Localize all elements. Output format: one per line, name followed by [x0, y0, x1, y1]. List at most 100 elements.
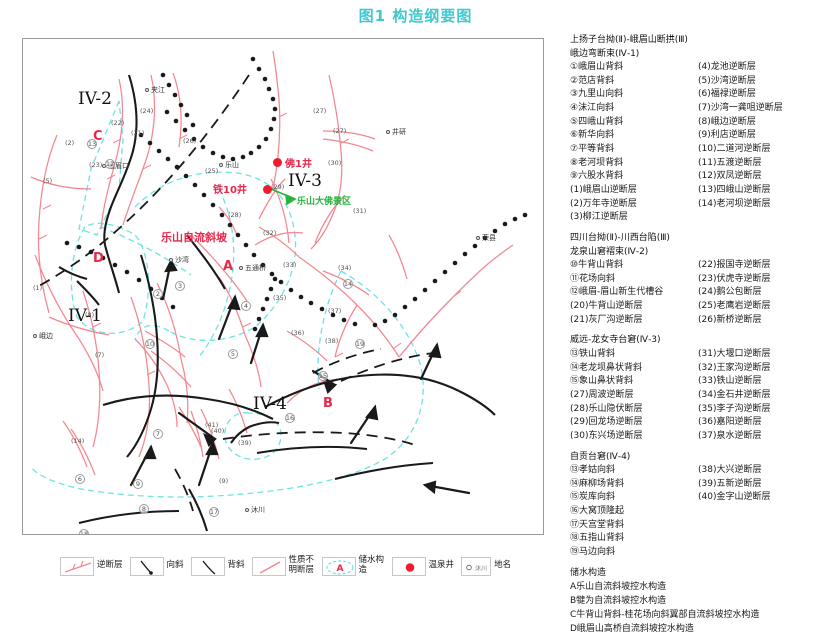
water-storage-entry: A乐山自流斜坡控水构造	[570, 581, 667, 592]
water-storage-entry: C牛背山背斜-桂花场向斜翼部自流斜坡控水构造	[570, 609, 760, 620]
fold-number: 3	[175, 281, 185, 291]
water-storage-marker-b: B	[323, 396, 333, 411]
fold-number: 6	[75, 474, 85, 484]
legend-group-1: 上扬子台拗(Ⅱ)-峨眉山断拱(Ⅲ) 峨边弯断束(Ⅳ-1) ①峨眉山背斜 ②范店背…	[570, 34, 828, 225]
place-name: 马边	[119, 533, 139, 534]
water-storage-marker-c: C	[93, 129, 103, 144]
fault-number: (14)	[71, 437, 85, 445]
legend-column-left: ⑬铁山背斜 ⑭老龙坝鼻状背斜 ⑮象山鼻状背斜 (27)周波逆断层 (28)乐山隐…	[570, 348, 690, 444]
fault-number: (31)	[353, 207, 367, 215]
legend-entry: (40)金字山逆断层	[698, 492, 771, 503]
fold-number: 16	[285, 413, 295, 423]
legend-entry: ⑤四峨山背斜	[570, 116, 624, 127]
legend-label: 储水构造	[358, 555, 385, 575]
place-name: 五通桥	[239, 263, 266, 273]
legend-entry: (3)柳江逆断层	[570, 212, 628, 223]
block-label: IV-4	[253, 394, 287, 414]
place-name: 夹江	[145, 85, 165, 95]
place-name: 峨边	[33, 331, 53, 341]
thrust-fault-icon	[60, 556, 94, 576]
legend-entry: (10)二道河逆断层	[698, 144, 771, 155]
scenic-area-pointer	[270, 188, 297, 206]
legend-item-syncline: 向斜	[129, 556, 184, 576]
legend-entry: (21)灰厂沟逆断层	[570, 314, 643, 325]
legend-entry: (29)回龙场逆断层	[570, 417, 643, 428]
legend-entry: ⑩牛背山背斜	[570, 260, 624, 271]
legend-entry: ⑨六股水背斜	[570, 171, 624, 182]
fold-number: 17	[209, 507, 219, 517]
unknown-nature-faults	[36, 74, 434, 512]
legend-entry: (9)利店逆断层	[698, 130, 756, 141]
legend-entry: (28)乐山隐伏断层	[570, 403, 643, 414]
fold-number: 15	[318, 371, 328, 381]
legend-entry: ⑬铁山背斜	[570, 348, 616, 359]
fault-number: (29)	[271, 183, 285, 191]
place-name: 沙湾	[169, 255, 189, 265]
fault-number: (34)	[338, 264, 352, 272]
syncline-icon	[129, 556, 164, 576]
legend-entry: ⑰天宫堂背斜	[570, 519, 625, 530]
fault-number: (37)	[328, 307, 342, 315]
fold-number: 19	[355, 339, 365, 349]
svg-text:沐川: 沐川	[475, 564, 487, 572]
legend-column-right: (31)大堰口逆断层 (32)王家沟逆断层 (33)铁山逆断层 (34)金石井逆…	[698, 348, 818, 444]
legend-entry: ⑭老龙坝鼻状背斜	[570, 362, 643, 373]
legend-entry: (1)峨眉山逆断层	[570, 185, 637, 196]
place-name: 沐川	[245, 505, 265, 515]
legend-label: 向斜	[166, 560, 184, 571]
legend-entry: (25)老鹰岩逆断层	[698, 301, 771, 312]
block-label: IV-3	[288, 171, 322, 191]
legend-label: 背斜	[227, 560, 245, 571]
fold-number: 12	[105, 159, 115, 169]
legend-entry: (36)嘉阳逆断层	[698, 417, 762, 428]
fault-number: (41)	[205, 421, 219, 429]
hot-spring-icon	[391, 556, 426, 576]
legend-entry: ②范店背斜	[570, 75, 615, 86]
fault-number: (32)	[263, 229, 277, 237]
legend-entry: (4)龙池逆断层	[698, 62, 756, 72]
legend-group-2: 四川台拗(Ⅱ)-川西台陷(Ⅲ) 龙泉山窘褶束(Ⅳ-2) ⑩牛背山背斜 ⑪花场向斜…	[570, 232, 828, 327]
legend-entry: ⑪花场向斜	[570, 273, 616, 284]
legend-entry: (5)沙湾逆断层	[698, 75, 756, 86]
fault-number: (27)	[313, 107, 327, 115]
legend-entry: ⑮象山鼻状背斜	[570, 376, 634, 387]
fold-number: 13	[87, 139, 97, 149]
legend-group-3: 威远-龙女寺台窘(Ⅳ-3) ⑬铁山背斜 ⑭老龙坝鼻状背斜 ⑮象山鼻状背斜 (27…	[570, 334, 828, 443]
legend-entry: (35)李子沟逆断层	[698, 403, 771, 414]
regional-dotted-boundary	[64, 56, 528, 332]
legend-heading: 自贡台窘(Ⅳ-4)	[570, 451, 631, 462]
legend-entry: (14)老河坝逆断层	[698, 198, 771, 209]
legend-entry: ⑮炭库向斜	[570, 492, 616, 503]
legend-item-anticline: 背斜	[190, 556, 245, 576]
legend-entry: ④沫江向斜	[570, 103, 615, 114]
legend-entry: (12)双凤逆断层	[698, 171, 762, 182]
legend-label: 逆断层	[97, 560, 123, 571]
water-storage-entry: B犍为自流斜坡控水构造	[570, 595, 667, 606]
legend-item-place-name: 沐川 地名	[461, 556, 511, 576]
place-dot-icon	[145, 88, 149, 92]
place-name: 荣县	[476, 233, 496, 243]
legend-column-right: (4)龙池逆断层 (5)沙湾逆断层 (6)福禄逆断层 (7)沙湾一龚咀逆断层 (…	[698, 61, 818, 225]
legend-entry: (7)沙湾一龚咀逆断层	[698, 103, 783, 114]
legend-heading: 龙泉山窘褶束(Ⅳ-2)	[570, 246, 649, 257]
legend-heading: 峨边弯断束(Ⅳ-1)	[570, 48, 640, 59]
fault-number: (33)	[283, 261, 297, 269]
place-dot-icon	[219, 163, 223, 167]
fault-number: (5)	[43, 177, 53, 185]
map-symbol-legend: 逆断层 向斜 背斜 性质不明断层 A 储水构造 温泉井	[60, 546, 540, 586]
legend-entry: ⑦平等背斜	[570, 144, 615, 155]
fold-number: 7	[153, 429, 163, 439]
legend-heading: 威远-龙女寺台窘(Ⅳ-3)	[570, 335, 661, 346]
place-dot-icon	[169, 258, 173, 262]
legend-entry: (6)福禄逆断层	[698, 89, 756, 100]
fold-number: 2	[153, 289, 163, 299]
fault-number: (39)	[238, 439, 252, 447]
legend-entry: ⑬孝姑向斜	[570, 465, 616, 476]
place-dot-icon	[386, 130, 390, 134]
block-label: IV-1	[68, 306, 102, 326]
place-dot-icon	[476, 236, 480, 240]
fault-number: (30)	[328, 159, 342, 167]
fold-number: 18	[79, 529, 89, 534]
leshan-slope-label: 乐山自流斜坡	[161, 231, 227, 244]
legend-entry: ①峨眉山背斜	[570, 62, 624, 72]
